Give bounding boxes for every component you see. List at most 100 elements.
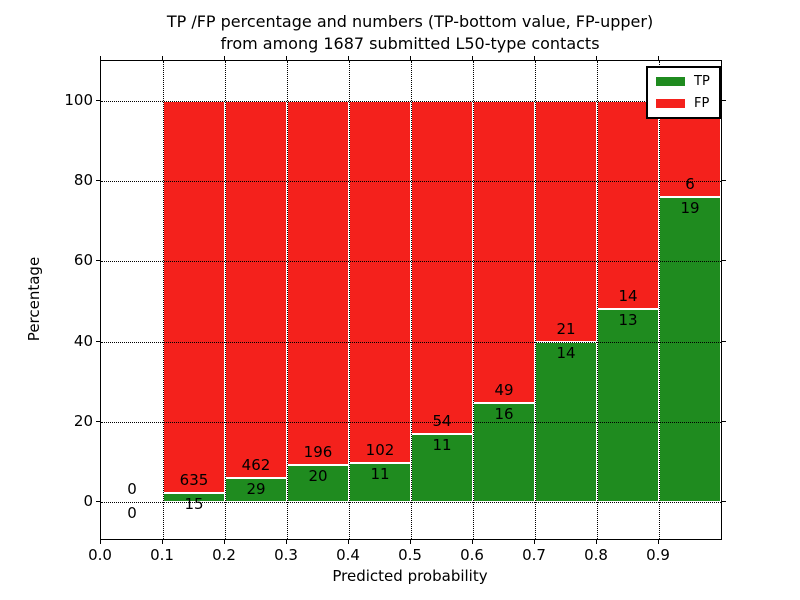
y-tick-mark-left: [96, 420, 100, 422]
y-tick-mark-left: [96, 501, 100, 502]
x-tick-label: 0.3: [274, 546, 298, 564]
x-tick-mark-bottom: [534, 540, 535, 544]
fp-count-label: 49: [494, 381, 514, 400]
fp-bar-segment: [225, 101, 287, 479]
x-axis-label: Predicted probability: [332, 567, 488, 585]
x-tick-mark-bottom: [162, 540, 163, 544]
y-axis-label: Percentage: [25, 256, 43, 342]
plot-area: 0 0 635 15 462 29 196 20 102 11 54 11 49 16 21 14 14 13 6 1…: [100, 60, 722, 540]
y-tick-mark-left: [96, 100, 100, 101]
x-gridline: [473, 61, 474, 539]
chart-title: TP /FP percentage and numbers (TP-bottom…: [100, 11, 720, 55]
x-tick-mark-top: [410, 56, 411, 60]
y-tick-mark-right: [722, 260, 726, 262]
fp-count-label: 6: [685, 175, 695, 194]
legend-item-label: FP: [694, 96, 710, 111]
y-tick-mark-left: [96, 260, 100, 262]
tp-bar-segment: [659, 197, 721, 502]
tp-bar-segment: [287, 464, 349, 502]
x-gridline: [225, 61, 226, 539]
x-tick-mark-bottom: [224, 540, 225, 544]
fp-bar-segment: [597, 101, 659, 309]
y-tick-label: 0: [83, 492, 93, 510]
x-tick-mark-top: [348, 56, 349, 60]
x-tick-mark-top: [286, 56, 287, 60]
x-gridline: [597, 61, 598, 539]
x-tick-label: 0.6: [460, 546, 484, 564]
fp-bar-segment: [163, 101, 225, 493]
x-tick-label: 0.4: [336, 546, 360, 564]
x-tick-mark-top: [100, 56, 101, 60]
x-tick-mark-top: [534, 56, 535, 60]
tp-legend-swatch: [656, 77, 685, 86]
fp-count-label: 0: [127, 480, 137, 498]
chart-title-line2: from among 1687 submitted L50-type conta…: [220, 34, 600, 53]
x-tick-mark-top: [596, 56, 597, 60]
x-tick-mark-top: [162, 56, 163, 60]
x-tick-mark-bottom: [596, 540, 597, 544]
tp-count-label: 13: [618, 310, 638, 329]
x-tick-label: 0.0: [88, 546, 112, 564]
tp-count-label: 15: [184, 494, 204, 513]
x-tick-label: 0.2: [212, 546, 236, 564]
fp-bar-segment: [287, 101, 349, 465]
tp-bar-segment: [597, 308, 659, 502]
fp-bar-segment: [349, 101, 411, 463]
x-tick-mark-bottom: [658, 540, 659, 544]
x-tick-mark-bottom: [100, 540, 101, 544]
fp-legend-swatch: [656, 99, 685, 108]
tp-count-label: 19: [680, 199, 700, 218]
y-tick-mark-right: [722, 180, 726, 182]
x-gridline: [411, 61, 412, 539]
x-tick-mark-bottom: [286, 540, 287, 544]
x-gridline: [349, 61, 350, 539]
x-tick-mark-top: [472, 56, 473, 60]
tp-count-label: 29: [246, 480, 266, 499]
y-tick-label: 80: [73, 171, 93, 190]
x-tick-label: 0.5: [398, 546, 422, 564]
x-tick-label: 0.1: [150, 546, 174, 564]
legend: TP FP: [646, 66, 721, 119]
y-tick-mark-left: [96, 340, 100, 342]
tp-count-label: 11: [370, 464, 390, 483]
fp-count-label: 54: [432, 412, 452, 431]
fp-count-label: 462: [241, 456, 271, 475]
y-tick-mark-right: [722, 420, 726, 422]
y-tick-label: 60: [73, 251, 93, 270]
tp-count-label: 11: [432, 436, 452, 455]
y-tick-mark-left: [96, 180, 100, 182]
y-tick-mark-right: [722, 100, 726, 101]
fp-count-label: 196: [303, 442, 333, 461]
fp-count-label: 102: [365, 440, 395, 459]
x-tick-mark-bottom: [472, 540, 473, 544]
x-tick-mark-bottom: [348, 540, 349, 544]
x-gridline: [659, 61, 660, 539]
y-tick-mark-right: [722, 340, 726, 342]
tp-count-label: 0: [127, 504, 137, 522]
tp-count-label: 16: [494, 405, 514, 424]
legend-item-label: TP: [694, 74, 710, 89]
x-tick-mark-top: [224, 56, 225, 60]
y-tick-mark-right: [722, 501, 726, 502]
y-tick-label: 20: [73, 411, 93, 430]
fp-bar-segment: [535, 101, 597, 342]
legend-item: TP: [656, 75, 710, 88]
x-tick-mark-top: [658, 56, 659, 60]
x-tick-label: 0.8: [584, 546, 608, 564]
fp-count-label: 635: [179, 470, 209, 489]
fp-count-label: 21: [556, 319, 576, 338]
x-tick-mark-bottom: [410, 540, 411, 544]
fp-bar-segment: [411, 101, 473, 435]
fp-bar-segment: [473, 101, 535, 404]
x-gridline: [287, 61, 288, 539]
y-tick-label: 40: [73, 331, 93, 350]
legend-item: FP: [656, 97, 710, 110]
chart-title-line1: TP /FP percentage and numbers (TP-bottom…: [166, 12, 654, 31]
x-gridline: [535, 61, 536, 539]
y-tick-label: 100: [64, 91, 93, 109]
tp-count-label: 20: [308, 466, 328, 485]
x-tick-label: 0.7: [522, 546, 546, 564]
x-gridline: [163, 61, 164, 539]
fp-count-label: 14: [618, 286, 638, 305]
